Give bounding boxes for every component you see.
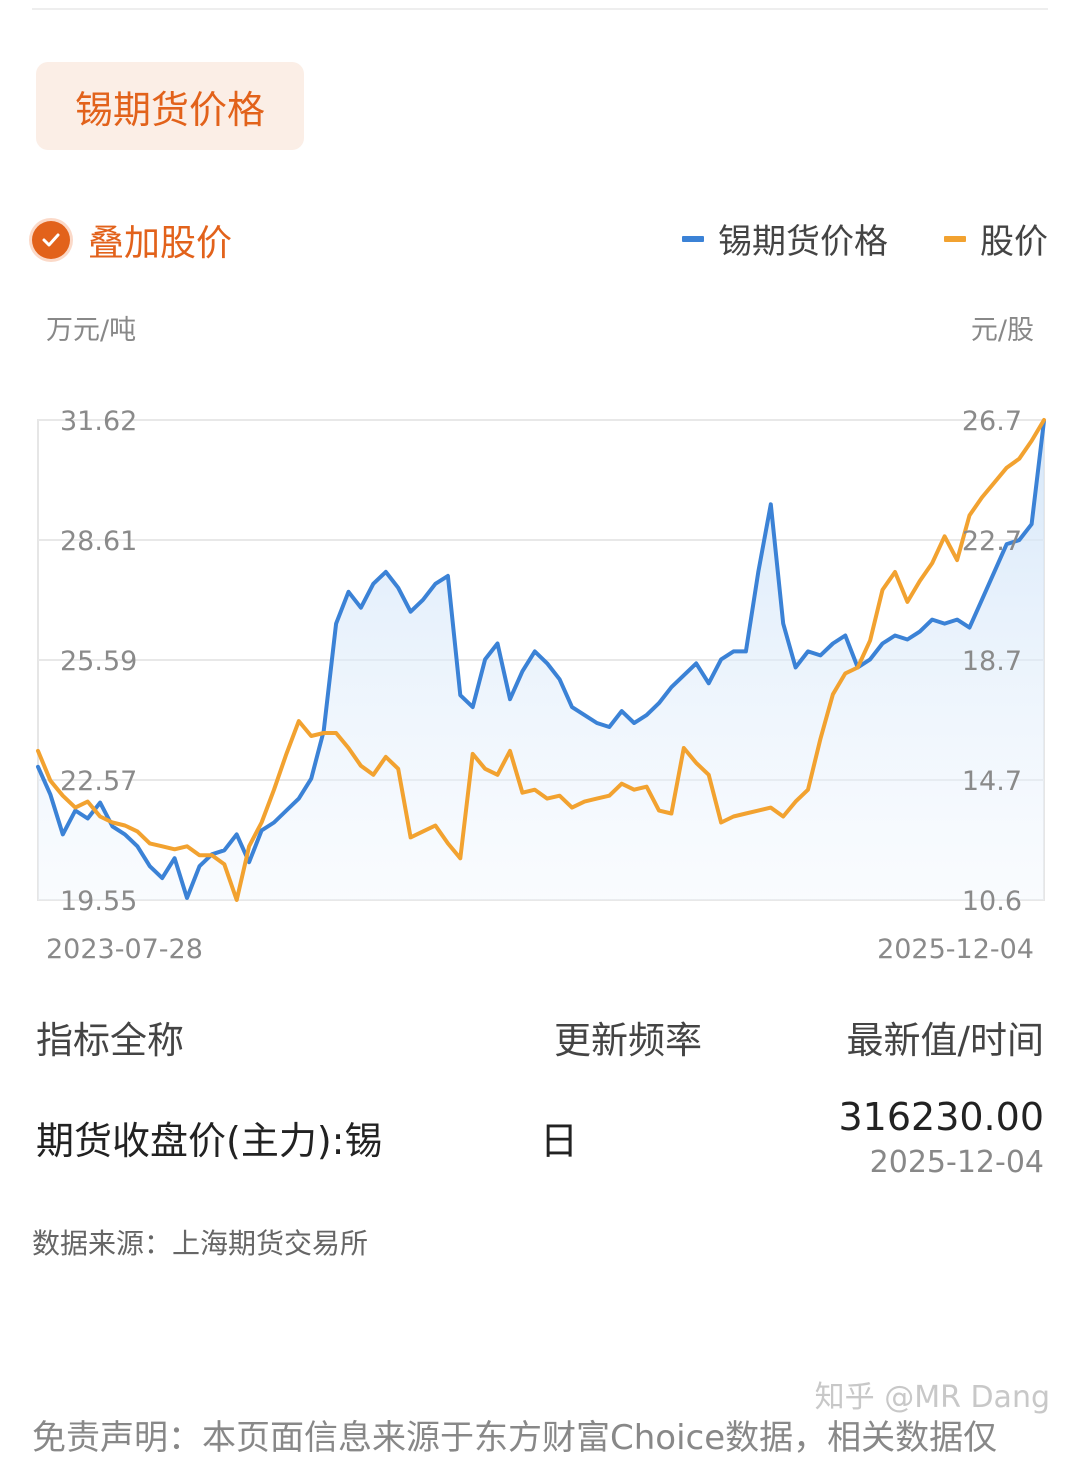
y-left-tick-label: 25.59 — [60, 646, 137, 677]
indicator-title-tag[interactable]: 锡期货价格 — [36, 62, 304, 150]
series-line-tin-futures — [36, 418, 1046, 900]
y-right-tick-label: 26.7 — [962, 406, 1022, 437]
row-update-frequency: 日 — [539, 1119, 578, 1163]
table-header: 指标全称 更新频率 最新值/时间 — [36, 1010, 1044, 1064]
legend-swatch-orange — [944, 235, 966, 242]
header-update-frequency: 更新频率 — [554, 1019, 702, 1062]
legend-label-tin-futures: 锡期货价格 — [718, 222, 888, 262]
y-right-tick-label: 10.6 — [962, 886, 1022, 917]
header-latest-value-time: 最新值/时间 — [846, 1019, 1044, 1062]
right-axis-unit: 元/股 — [970, 315, 1034, 346]
legend-label-stock-price: 股价 — [980, 222, 1048, 262]
y-left-tick-label: 22.57 — [60, 766, 137, 797]
series-line-stock-price — [36, 418, 1046, 902]
overlay-stock-price-label: 叠加股价 — [88, 223, 233, 264]
top-divider — [32, 8, 1048, 10]
y-right-tick-label: 14.7 — [962, 766, 1022, 797]
indicator-title: 锡期货价格 — [74, 87, 265, 132]
table-row[interactable]: 期货收盘价(主力):锡 日 316230.00 2025-12-04 — [36, 1095, 1044, 1180]
x-end-label: 2025-12-04 — [877, 934, 1034, 965]
legend-swatch-blue — [682, 235, 704, 242]
y-left-tick-label: 28.61 — [60, 526, 137, 557]
checkmark-icon[interactable] — [32, 221, 70, 259]
overlay-stock-price-toggle[interactable]: 叠加股价 — [32, 214, 232, 266]
price-chart[interactable]: 31.62 26.7 28.61 22.7 25.59 18.7 22.57 14.7 19.5… — [0, 0, 1080, 980]
y-right-tick-label: 22.7 — [962, 526, 1022, 557]
row-indicator-name: 期货收盘价(主力):锡 — [36, 1119, 383, 1163]
row-latest: 316230.00 2025-12-04 — [744, 1095, 1045, 1180]
series-area-0 — [38, 420, 1044, 900]
data-source: 数据来源：上海期货交易所 — [32, 1227, 369, 1260]
disclaimer: 免责声明：本页面信息来源于东方财富Choice数据，相关数据仅 — [32, 1418, 998, 1458]
legend-item-stock-price: 股价 — [944, 214, 1048, 263]
latest-value: 316230.00 — [838, 1095, 1045, 1139]
watermark: 知乎 @MR Dang — [814, 1380, 1050, 1415]
legend-item-tin-futures: 锡期货价格 — [682, 214, 888, 263]
header-indicator-name: 指标全称 — [36, 1019, 184, 1062]
y-right-tick-label: 18.7 — [962, 646, 1022, 677]
left-axis-unit: 万元/吨 — [46, 315, 137, 346]
y-left-tick-label: 19.55 — [60, 886, 137, 917]
latest-date: 2025-12-04 — [869, 1145, 1044, 1180]
chart-legend: 锡期货价格 股价 — [626, 214, 1048, 263]
x-start-label: 2023-07-28 — [46, 934, 203, 965]
y-left-tick-label: 31.62 — [60, 406, 137, 437]
